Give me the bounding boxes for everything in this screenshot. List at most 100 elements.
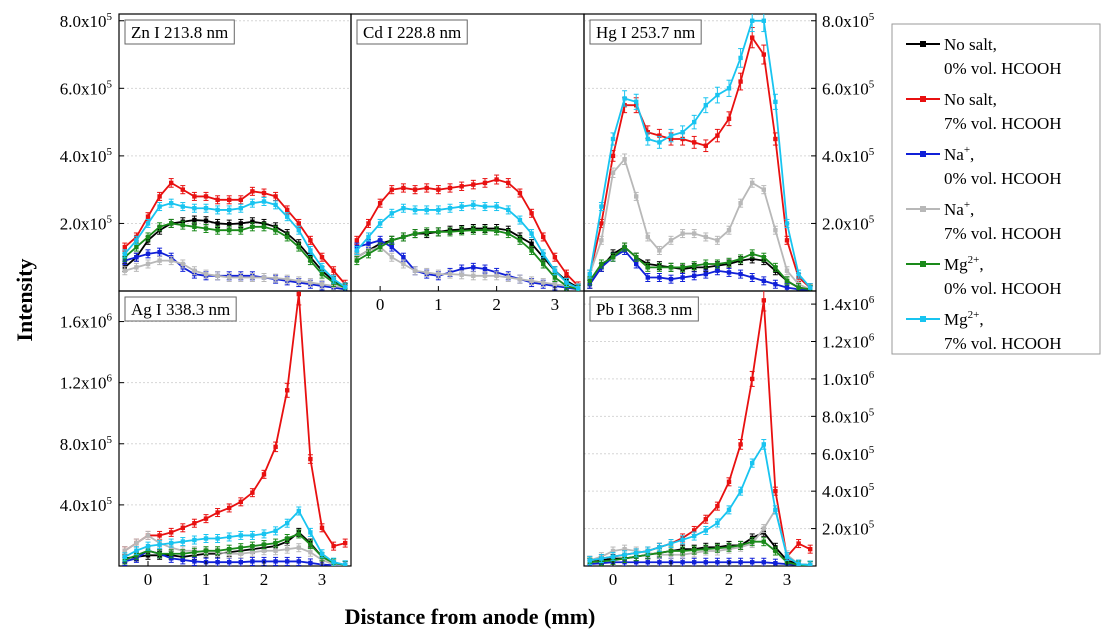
data-point — [645, 136, 650, 142]
panel-6: Pb I 368.3 nm 2.0x105 4.0x105 6.0x105 8.0x10… — [583, 290, 875, 589]
data-point — [471, 227, 476, 233]
data-point — [738, 256, 743, 262]
panel-2: Cd I 228.8 nm — [350, 13, 585, 292]
data-point — [645, 560, 650, 565]
data-point — [715, 520, 720, 526]
data-point — [726, 227, 732, 233]
x-tick-label: 2 — [725, 570, 734, 589]
legend-swatch-marker — [920, 41, 926, 47]
data-point — [354, 258, 360, 263]
x-tick-label: 0 — [376, 295, 385, 314]
data-point — [587, 278, 592, 284]
data-point — [715, 546, 720, 551]
data-point — [784, 221, 790, 226]
data-point — [134, 553, 139, 558]
data-point — [389, 187, 394, 192]
x-axis-label: Distance from anode (mm) — [345, 604, 596, 629]
legend-label-line2: 7% vol. HCOOH — [944, 224, 1062, 243]
data-point — [738, 543, 743, 548]
data-point — [366, 241, 371, 246]
data-point — [796, 561, 801, 566]
data-point — [169, 221, 174, 226]
data-point — [564, 280, 569, 285]
data-point — [180, 557, 185, 563]
data-point — [203, 194, 209, 199]
data-point — [692, 528, 697, 533]
data-point — [308, 530, 313, 535]
data-point — [261, 199, 267, 204]
data-point — [599, 261, 604, 267]
data-point — [599, 556, 604, 561]
data-point — [424, 207, 429, 213]
data-point — [134, 265, 139, 270]
data-point — [180, 204, 185, 209]
data-point — [692, 119, 697, 125]
data-point — [273, 275, 278, 281]
data-point — [796, 271, 801, 277]
data-point — [203, 218, 209, 223]
data-point — [459, 184, 464, 189]
panel-title-text: Hg I 253.7 nm — [596, 23, 695, 42]
data-point — [610, 255, 616, 260]
data-point — [622, 96, 627, 101]
legend-label-line1: No salt, — [944, 90, 997, 109]
data-point — [215, 536, 220, 541]
y-tick-label: 1.2x106 — [822, 332, 875, 352]
data-point — [703, 143, 708, 148]
data-point — [215, 221, 220, 226]
series-group — [587, 291, 813, 566]
panel-title-text: Pb I 368.3 nm — [596, 300, 692, 319]
data-point — [145, 251, 151, 257]
data-point — [250, 275, 255, 280]
data-point — [761, 539, 766, 544]
data-point — [122, 251, 127, 257]
data-point — [657, 265, 662, 270]
series-group — [122, 291, 348, 566]
data-point — [215, 227, 220, 233]
data-point — [692, 263, 697, 268]
data-point — [215, 559, 220, 565]
data-point — [145, 543, 151, 549]
legend-entry-mg7: Mg2+, 7% vol. HCOOH — [906, 309, 1062, 353]
data-point — [715, 261, 720, 267]
data-point — [773, 136, 778, 142]
data-point — [273, 194, 278, 199]
data-point — [412, 187, 418, 192]
x-tick-label: 1 — [667, 570, 676, 589]
data-point — [599, 221, 604, 226]
data-point — [773, 99, 778, 105]
data-point — [180, 525, 185, 531]
data-point — [750, 256, 755, 262]
data-point — [773, 282, 778, 287]
data-point — [203, 516, 209, 521]
x-tick-label: 1 — [202, 570, 211, 589]
data-point — [273, 227, 278, 233]
data-point — [134, 548, 139, 553]
data-point — [703, 261, 708, 267]
data-point — [192, 268, 197, 273]
data-point — [401, 255, 406, 260]
data-point — [134, 255, 139, 260]
data-point — [634, 550, 639, 556]
data-point — [145, 533, 151, 538]
data-point — [715, 268, 720, 273]
data-point — [645, 275, 650, 280]
data-point — [203, 206, 209, 211]
data-point — [692, 140, 697, 145]
data-point — [436, 229, 441, 235]
data-point — [157, 542, 162, 547]
data-point — [668, 133, 674, 138]
data-point — [657, 133, 662, 138]
data-point — [529, 231, 534, 236]
data-point — [180, 222, 185, 228]
x-tick-label: 3 — [783, 570, 792, 589]
series-group — [354, 174, 581, 291]
data-point — [319, 255, 325, 260]
data-point — [366, 251, 371, 257]
data-point — [227, 221, 232, 227]
data-point — [738, 55, 743, 61]
data-point — [459, 272, 464, 277]
data-point — [738, 200, 743, 206]
data-point — [436, 187, 441, 192]
data-point — [238, 533, 243, 538]
